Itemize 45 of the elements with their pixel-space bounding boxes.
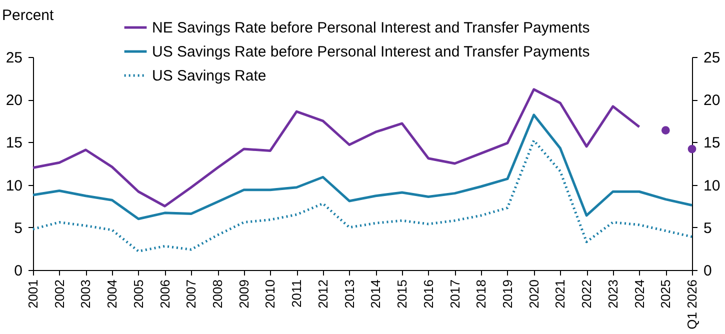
x-tick-label: 2003 [78, 280, 94, 308]
x-tick-label: 2015 [394, 280, 410, 308]
y2-tick-label: 15 [704, 134, 720, 152]
legend-label: US Savings Rate [152, 68, 266, 84]
x-tick-label: 2012 [315, 280, 330, 308]
legend-label: NE Savings Rate before Personal Interest and Transfer Payments [152, 20, 590, 36]
line-series [32, 139, 694, 253]
line-series [32, 88, 641, 208]
x-tick-label: Q1 2026 [684, 280, 700, 330]
x-tick-label: 2019 [500, 280, 515, 308]
legend-label: US Savings Rate before Personal Interest and Transfer Payments [152, 44, 590, 60]
y-tick-label: 15 [6, 134, 22, 152]
x-tick-label: 2020 [526, 280, 542, 308]
x-tick-label: 2009 [236, 280, 252, 308]
x-tick-label: 2005 [130, 280, 146, 308]
x-tick-label: 2002 [52, 280, 67, 308]
x-tick-label: 2013 [342, 280, 357, 308]
x-tick-label: 2023 [605, 280, 620, 308]
y-axis-title: Percent [2, 7, 55, 24]
x-tick-label: 2008 [210, 280, 226, 308]
line-series [32, 114, 694, 220]
y-tick-label: 20 [6, 92, 22, 110]
y2-tick-label: 5 [704, 220, 712, 237]
x-tick-label: 2006 [157, 280, 172, 308]
x-tick-label: 2021 [552, 280, 568, 308]
y-tick-label: 10 [6, 177, 22, 194]
x-tick-label: 2004 [104, 280, 120, 308]
x-tick-label: 2010 [262, 280, 278, 308]
y2-tick-label: 10 [704, 177, 720, 194]
x-tick-label: 2001 [26, 280, 40, 308]
x-tick-label: 2017 [447, 280, 462, 308]
x-tick-label: 2018 [474, 280, 489, 308]
x-tick-label: 2011 [289, 280, 304, 308]
y-tick-label: 25 [6, 50, 22, 66]
y2-tick-label: 25 [704, 50, 720, 66]
x-tick-label: 2007 [184, 280, 199, 308]
x-tick-label: 2016 [420, 280, 436, 308]
y2-tick-label: 20 [704, 92, 720, 110]
x-tick-label: 2025 [658, 280, 674, 308]
y2-tick-label: 0 [704, 262, 712, 280]
y-tick-label: 0 [14, 262, 22, 280]
y-tick-label: 5 [14, 220, 22, 237]
x-tick-label: 2014 [368, 280, 384, 308]
x-tick-label: 2022 [579, 280, 594, 308]
x-tick-label: 2024 [632, 280, 647, 308]
